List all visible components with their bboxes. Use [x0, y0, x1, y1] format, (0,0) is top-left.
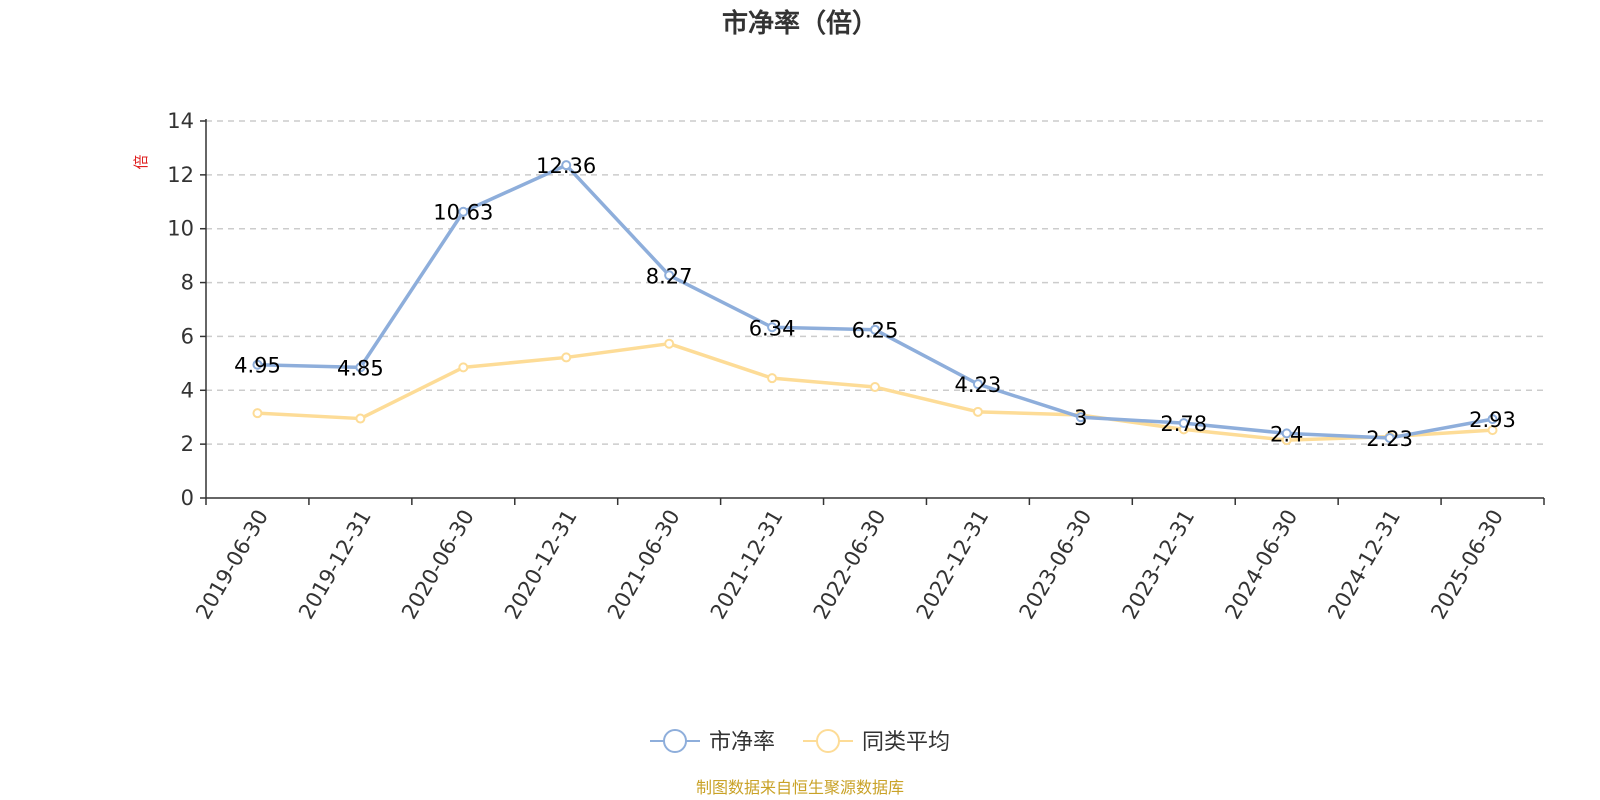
- data-point[interactable]: [972, 379, 983, 390]
- grid-lines: [206, 120, 1544, 445]
- data-point[interactable]: [1281, 428, 1292, 439]
- legend-circle-icon: [816, 729, 840, 753]
- data-point[interactable]: [767, 322, 778, 333]
- data-point[interactable]: [561, 160, 572, 171]
- data-label: 2.93: [1469, 408, 1516, 432]
- series-lines: [252, 160, 1498, 446]
- legend-label: 市净率: [709, 730, 775, 755]
- legend-label: 同类平均: [862, 730, 950, 755]
- data-point[interactable]: [355, 413, 366, 424]
- data-label: 6.25: [852, 319, 899, 343]
- footer-source-text: 制图数据来自恒生聚源数据库: [696, 778, 904, 797]
- data-point[interactable]: [1384, 432, 1395, 443]
- chart-title: 市净率（倍）: [722, 8, 878, 39]
- data-label: 6.34: [749, 316, 796, 340]
- x-tick-label: 2020-12-31: [500, 506, 582, 624]
- y-tick-label: 12: [167, 163, 194, 187]
- x-tick-label: 2022-12-31: [912, 506, 994, 624]
- x-tick-label: 2024-12-31: [1323, 506, 1405, 624]
- x-tick-label: 2019-12-31: [294, 506, 376, 624]
- data-label: 8.27: [646, 264, 693, 288]
- data-point[interactable]: [972, 406, 983, 417]
- legend-item-1[interactable]: 同类平均: [803, 729, 950, 755]
- x-tick-label: 2020-06-30: [397, 506, 479, 624]
- data-label: 3: [1074, 406, 1087, 430]
- data-point[interactable]: [252, 408, 263, 419]
- data-point[interactable]: [1487, 425, 1498, 436]
- data-point[interactable]: [1487, 414, 1498, 425]
- data-label: 12.36: [536, 154, 596, 178]
- data-point[interactable]: [870, 324, 880, 335]
- y-tick-label: 14: [167, 109, 194, 133]
- data-label: 4.23: [955, 373, 1002, 397]
- data-point[interactable]: [767, 373, 778, 384]
- data-labels: 4.95 4.85 10.63 12.36 8.27 6.34 6.25 4.23 3 2.78 2…: [234, 154, 1516, 451]
- data-label: 10.63: [433, 201, 493, 225]
- data-point[interactable]: [458, 206, 469, 217]
- legend-item-0[interactable]: 市净率: [650, 729, 775, 755]
- y-axis-unit-label: 倍: [132, 154, 150, 169]
- x-tick-label: 2021-06-30: [603, 506, 685, 624]
- x-tick-label: 2023-06-30: [1015, 506, 1097, 624]
- data-point[interactable]: [355, 362, 366, 373]
- data-label: 4.85: [337, 356, 384, 380]
- legend[interactable]: 市净率 同类平均: [650, 729, 950, 755]
- x-tick-label: 2023-12-31: [1117, 506, 1199, 624]
- x-tick-label: 2024-06-30: [1220, 506, 1302, 624]
- data-label: 2.4: [1270, 422, 1303, 446]
- y-tick-label: 0: [181, 486, 194, 510]
- x-tick-label: 2021-12-31: [706, 506, 788, 624]
- y-tick-label: 4: [181, 378, 194, 402]
- data-point[interactable]: [561, 352, 572, 363]
- data-point[interactable]: [458, 362, 469, 373]
- y-tick-label: 2: [181, 432, 194, 456]
- y-tick-label: 6: [181, 324, 194, 348]
- y-tick-label: 10: [167, 217, 194, 241]
- data-point[interactable]: [664, 270, 675, 281]
- data-label: 2.78: [1160, 412, 1207, 436]
- data-label: 2.23: [1366, 427, 1413, 451]
- x-tick-label: 2022-06-30: [809, 506, 891, 624]
- y-tick-label: 8: [181, 271, 194, 295]
- x-tick-label: 2025-06-30: [1426, 506, 1508, 624]
- x-tick-label: 2019-06-30: [191, 506, 273, 624]
- legend-circle-icon: [663, 729, 687, 753]
- data-point[interactable]: [1075, 412, 1086, 423]
- data-point[interactable]: [664, 338, 675, 349]
- data-point[interactable]: [252, 359, 263, 370]
- data-point[interactable]: [870, 382, 880, 393]
- data-label: 4.95: [234, 354, 281, 378]
- data-point[interactable]: [1178, 418, 1189, 429]
